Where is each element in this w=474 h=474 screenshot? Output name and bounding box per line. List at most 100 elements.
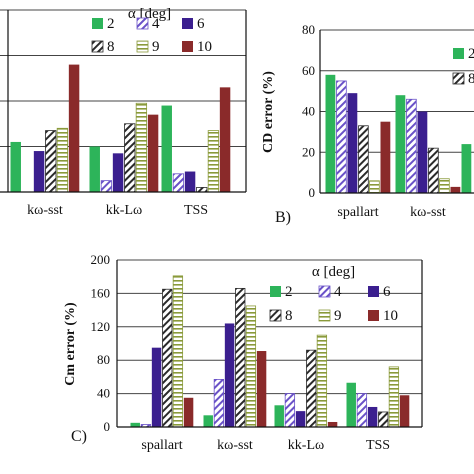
y-tick-label: 80 (97, 352, 110, 367)
bar-kω-sst-alpha-8 (428, 147, 439, 193)
x-category-label: TSS (184, 203, 208, 218)
legend-swatch-alpha-8 (269, 309, 282, 322)
bar-kω-sst-alpha-2 (395, 95, 406, 193)
bar-group (130, 275, 410, 427)
legend-label: 10 (197, 39, 212, 55)
bar-kk-Lω-alpha-4 (284, 393, 296, 427)
bar-spallart-alpha-6 (347, 93, 358, 193)
legend-swatch-alpha-6 (182, 18, 193, 29)
bar-kk-Lω-alpha-8 (124, 123, 136, 192)
bar-kω-sst-alpha-4 (406, 98, 417, 193)
legend-swatch-alpha-2 (270, 286, 281, 297)
bar-kk-Lω-alpha-10 (147, 114, 159, 192)
legend-swatch-alpha-4 (136, 17, 149, 30)
legend-swatch-alpha-2 (453, 48, 464, 59)
legend-swatch-alpha-2 (92, 18, 103, 29)
bar-TSS-alpha-2 (161, 105, 172, 192)
bar-kω-sst-alpha-8 (45, 130, 57, 192)
legend-label: 8 (107, 39, 115, 55)
bar-TSS-alpha-6 (184, 171, 196, 192)
panel-label: C) (71, 428, 87, 445)
bar-kω-sst-alpha-9 (245, 305, 257, 427)
bar-kω-sst-alpha-6 (417, 111, 428, 193)
bar-spallart-alpha-10 (183, 397, 194, 427)
legend-title: α [deg] (312, 264, 355, 280)
legend-swatch-alpha-8 (452, 72, 465, 85)
bar-kk-Lω-alpha-6 (112, 153, 124, 192)
legend-swatch-alpha-10 (368, 310, 379, 321)
legend-label: 2 (468, 46, 474, 62)
bar-kω-sst-alpha-10 (68, 64, 80, 192)
legend-label: 2 (285, 284, 293, 300)
y-tick-label: 40 (97, 386, 110, 401)
legend: α [deg] 2 4 6 8 9 10 (269, 264, 398, 324)
bar-kω-sst-alpha-2 (203, 415, 213, 427)
bar-spallart-alpha-8 (358, 125, 369, 193)
bar-TSS-alpha-9 (388, 366, 400, 427)
legend-title: α [deg] (128, 6, 171, 22)
bar-kk-Lω-alpha-8 (306, 349, 317, 427)
legend-label: 9 (334, 308, 342, 324)
bar-TSS-alpha-8 (196, 187, 208, 192)
y-tick-label: 60 (302, 63, 315, 78)
legend-swatch-alpha-8 (91, 40, 104, 53)
legend-swatch-alpha-4 (318, 285, 331, 298)
bar-TSS-alpha-10 (219, 87, 231, 192)
bar-TSS-alpha-6 (367, 406, 378, 427)
legend-label: 9 (152, 39, 160, 55)
bar-kk-Lω-alpha-10 (327, 421, 338, 427)
legend-label: 6 (197, 16, 205, 32)
legend: 28 (452, 46, 474, 87)
bar-kω-sst-alpha-6 (33, 151, 45, 192)
y-tick-label: 120 (91, 319, 111, 334)
legend-swatch-alpha-9 (318, 309, 331, 322)
bar-kω-sst-alpha-6 (224, 323, 235, 427)
legend-swatch-alpha-9 (136, 40, 149, 53)
y-tick-label: 0 (309, 185, 316, 200)
bar-spallart-alpha-9 (369, 180, 380, 193)
bar-TSS-alpha-4 (172, 173, 185, 192)
bar-kω-sst-alpha-4 (213, 379, 225, 427)
bar-kk-Lω-alpha-2 (274, 405, 284, 427)
bar-spallart-alpha-2 (325, 74, 336, 193)
legend-label: 6 (383, 284, 391, 300)
x-category-label: spallart (337, 205, 378, 220)
panel-c-cm-error-chart: 0 40 80 120 160 200 spallart kω-sst kk-Lω TSS Cm e… (63, 252, 423, 453)
bar-TSS-alpha-2 (346, 382, 356, 427)
bar-kk-Lω-alpha-9 (135, 102, 148, 192)
y-tick-label: 20 (302, 144, 315, 159)
y-tick-label: 80 (302, 22, 315, 37)
bar-TSS-alpha-9 (207, 130, 220, 192)
bar-kω-sst-alpha-10 (256, 351, 267, 427)
bar-TSS-alpha-8 (378, 411, 389, 427)
bar-cat2-alpha-2 (461, 144, 472, 193)
x-category-label: spallart (141, 438, 182, 453)
y-tick-label: 0 (104, 419, 111, 434)
bar-kk-Lω-alpha-2 (89, 146, 100, 192)
x-category-label: kk-Lω (288, 438, 324, 453)
y-tick-label: 40 (302, 104, 315, 119)
bar-TSS-alpha-4 (356, 393, 368, 427)
panel-label: B) (275, 209, 291, 226)
bar-kω-sst-alpha-8 (235, 287, 246, 427)
bar-kω-sst-alpha-9 (439, 178, 450, 193)
bar-spallart-alpha-6 (151, 347, 162, 427)
x-category-label: kω-sst (27, 203, 63, 218)
panel-a-cl-error-chart: kω-sst kk-Lω TSS α [deg] 2 4 6 8 9 10 (0, 6, 247, 218)
legend-swatch-alpha-10 (182, 41, 193, 52)
bar-kk-Lω-alpha-6 (295, 411, 306, 427)
legend-label: 4 (152, 16, 160, 32)
legend-label: 8 (468, 71, 474, 87)
legend-label: 2 (107, 16, 115, 32)
bar-spallart-alpha-10 (380, 121, 391, 193)
x-category-label: TSS (366, 438, 390, 453)
y-axis-title: CD error (%) (261, 71, 276, 153)
x-category-label: kk-Lω (106, 203, 142, 218)
bar-kω-sst-alpha-9 (56, 127, 69, 192)
x-category-label: kω-sst (410, 205, 446, 220)
y-tick-label: 160 (91, 285, 111, 300)
bar-kω-sst-alpha-2 (10, 141, 21, 192)
legend: α [deg] 2 4 6 8 9 10 (91, 6, 212, 55)
